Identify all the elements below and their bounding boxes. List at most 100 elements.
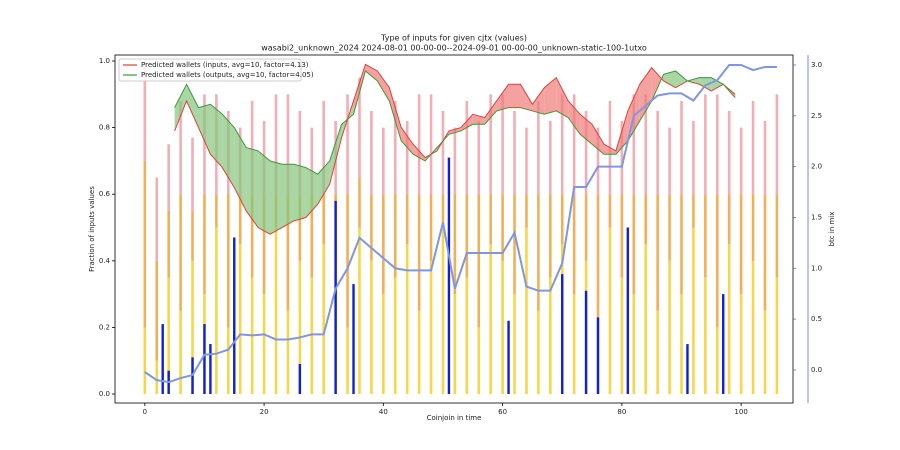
bar-segment (620, 194, 624, 278)
bar-segment (513, 110, 516, 195)
x-tick-label: 80 (617, 408, 626, 416)
bar-segment (739, 127, 743, 195)
difference-fill (305, 167, 318, 218)
difference-fill (484, 100, 497, 125)
bar-segment (215, 194, 218, 228)
difference-fill (222, 114, 235, 188)
bar-segment (704, 194, 707, 278)
bar-segment (632, 294, 636, 395)
y2-tick-label: 2.5 (811, 112, 822, 120)
bar-segment (751, 194, 755, 261)
bar-segment (632, 194, 636, 295)
difference-fill (603, 144, 616, 155)
difference-fill (234, 127, 247, 211)
difference-fill (460, 114, 473, 131)
bar-segment (143, 60, 147, 161)
bar-segment (775, 277, 779, 395)
bar-segment (203, 94, 206, 195)
difference-fill (329, 124, 342, 185)
bar-segment (370, 194, 373, 261)
bar-segment (704, 94, 707, 195)
bar-segment (274, 94, 278, 195)
bar-segment (644, 244, 648, 395)
bar-segment (501, 194, 504, 261)
bar-segment (608, 227, 612, 395)
bar-segment (477, 120, 481, 195)
bar-segment (465, 100, 469, 195)
bar-segment (382, 127, 385, 195)
bar-segment (346, 327, 349, 395)
bar-segment (489, 244, 492, 395)
y-tick-label: 0.2 (99, 323, 110, 331)
difference-fill (508, 84, 521, 108)
bar-segment (560, 194, 564, 245)
difference-fill (174, 84, 187, 131)
bar-segment (525, 194, 528, 228)
difference-fill (246, 147, 259, 228)
y2-tick-label: 0.5 (811, 315, 822, 323)
bar-segment (310, 127, 314, 195)
bar-segment (680, 294, 683, 395)
bar-segment (739, 194, 743, 295)
bar-segment (727, 244, 731, 395)
bar-segment (727, 110, 731, 195)
bar-segment (763, 120, 767, 195)
bar-segment (370, 110, 373, 195)
y2-tick-label: 1.5 (811, 213, 822, 221)
bar-segment (477, 327, 481, 395)
bar-segment (441, 110, 445, 195)
bar-segment (322, 244, 326, 395)
bar-segment (715, 194, 719, 328)
bar-segment (203, 194, 206, 295)
bar-segment (572, 294, 576, 395)
bar-segment (537, 310, 540, 395)
x-tick-label: 0 (143, 408, 147, 416)
difference-fill (556, 77, 569, 118)
bar-segment (310, 194, 314, 278)
bar-segment (143, 160, 147, 328)
bar-segment (382, 294, 385, 395)
bar-segment (549, 120, 552, 195)
bar-segment (310, 277, 314, 395)
bar-segment (513, 294, 516, 395)
difference-fill (210, 104, 223, 168)
y2-tick-label: 1.0 (811, 264, 822, 272)
bar-segment (572, 194, 576, 295)
bar-segment (513, 194, 516, 295)
x-tick-label: 40 (379, 408, 388, 416)
bar-segment (358, 77, 361, 178)
y-tick-label: 1.0 (99, 57, 110, 65)
bar (161, 324, 164, 395)
bar-segment (489, 194, 492, 245)
chart-subtitle: wasabi2_unknown_2024 2024-08-01 00-00-00… (261, 44, 647, 53)
bar-segment (751, 260, 755, 395)
bar-segment (155, 177, 159, 261)
difference-fill (580, 114, 593, 145)
x-axis-label: Coinjoin in time (427, 414, 482, 422)
bar-segment (370, 260, 373, 395)
chart-title: Type of inputs for given cjtx (values) (380, 34, 527, 43)
bar-segment (191, 137, 194, 211)
bar-segment (584, 194, 588, 261)
bar-segment (191, 210, 194, 261)
y2-tick-label: 0.0 (811, 366, 822, 374)
bar-segment (727, 194, 731, 245)
bar-segment (358, 177, 361, 228)
difference-fill (198, 104, 211, 155)
bar-segment (405, 244, 409, 395)
line (144, 63, 777, 384)
bar-segment (417, 194, 421, 311)
bar-segment (405, 120, 409, 195)
bar-segment (501, 94, 504, 195)
bar-segment (656, 310, 659, 395)
difference-fill (317, 160, 330, 205)
y-tick-label: 0.6 (99, 190, 111, 198)
bar-segment (501, 260, 504, 395)
bar (626, 227, 630, 395)
bar-segment (763, 310, 767, 395)
bar-segment (441, 194, 445, 228)
bar-segment (322, 100, 326, 195)
bar (584, 290, 588, 395)
bar-segment (525, 227, 528, 395)
bar-segment (417, 94, 421, 195)
